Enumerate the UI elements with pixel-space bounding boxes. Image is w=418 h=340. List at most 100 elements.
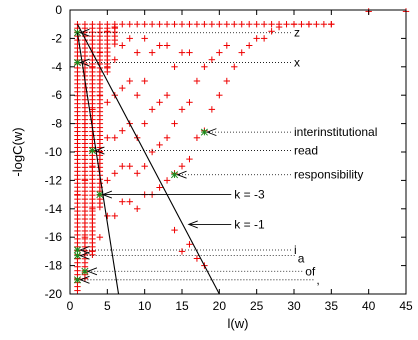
annotation: read	[94, 144, 318, 158]
data-point	[148, 106, 156, 113]
data-point	[104, 99, 111, 106]
data-point	[111, 170, 118, 177]
data-point	[260, 35, 268, 42]
data-point	[89, 106, 96, 113]
data-point	[201, 21, 208, 28]
data-point	[178, 21, 186, 28]
data-point	[320, 21, 328, 28]
data-point	[186, 49, 193, 56]
data-point	[201, 63, 208, 70]
data-point	[163, 134, 171, 141]
data-point	[81, 234, 89, 241]
data-point	[111, 56, 118, 63]
data-point	[178, 49, 186, 56]
data-point	[119, 42, 126, 49]
data-point	[141, 35, 148, 42]
data-point	[104, 63, 111, 70]
data-point	[178, 106, 186, 113]
highlight-point	[73, 276, 82, 284]
data-point	[313, 21, 320, 28]
data-point	[178, 163, 186, 170]
data-point	[238, 21, 245, 28]
x-tick-label: 0	[67, 299, 74, 313]
y-tick-label: -10	[45, 145, 63, 159]
data-point	[238, 49, 245, 56]
data-point	[119, 127, 126, 134]
data-point	[193, 77, 201, 85]
data-point	[208, 56, 216, 63]
x-axis-title: l(w)	[228, 316, 249, 331]
data-point	[253, 21, 260, 28]
data-point	[126, 21, 133, 28]
data-point	[231, 21, 238, 28]
x-tick-label: 5	[104, 299, 111, 313]
data-point	[231, 63, 238, 70]
data-point	[275, 23, 283, 31]
data-point	[246, 42, 253, 49]
y-tick-label: -8	[51, 117, 62, 131]
annotation: responsibility	[176, 168, 363, 182]
annotation: of	[86, 264, 316, 278]
data-point	[74, 287, 81, 294]
data-point	[156, 184, 163, 191]
x-tick-label: 25	[250, 299, 264, 313]
fit-line	[76, 23, 220, 295]
annotation: ,	[79, 273, 320, 287]
x-tick-label: 10	[138, 299, 152, 313]
data-point	[156, 141, 163, 149]
data-point	[126, 163, 133, 170]
data-point	[134, 49, 141, 56]
data-point	[126, 77, 133, 85]
data-point	[163, 177, 171, 184]
data-point	[216, 49, 223, 56]
data-point	[171, 21, 178, 28]
annotation: k = -3	[101, 188, 265, 202]
data-point	[81, 177, 89, 184]
data-point	[111, 23, 118, 31]
data-point	[104, 134, 111, 141]
data-point	[74, 191, 81, 198]
y-tick-label: -16	[45, 230, 63, 244]
annotation-label: x	[294, 56, 300, 70]
data-point	[171, 226, 178, 234]
data-point	[141, 21, 148, 28]
highlight-point	[73, 58, 82, 67]
data-point	[134, 92, 141, 99]
annotation: interinstitutional	[206, 125, 377, 139]
annotation-label: i	[294, 243, 297, 257]
data-point	[193, 21, 201, 28]
lines-layer	[76, 23, 220, 295]
data-point	[126, 198, 133, 205]
data-point	[89, 205, 96, 212]
data-point	[111, 134, 118, 141]
data-point	[141, 163, 148, 170]
data-point	[96, 234, 104, 241]
highlight-point	[96, 191, 104, 199]
data-point	[163, 92, 171, 99]
data-point	[216, 21, 223, 28]
data-point	[193, 134, 201, 141]
annotation: x	[79, 56, 300, 70]
data-point	[298, 21, 305, 28]
x-tick-label: 20	[213, 299, 227, 313]
data-point	[171, 63, 178, 70]
annotation: i	[79, 243, 297, 257]
points-layer	[73, 8, 410, 294]
data-point	[260, 21, 268, 28]
annotation-label: a	[298, 252, 305, 266]
data-point	[126, 35, 133, 42]
annotation: a	[79, 252, 305, 266]
data-point	[216, 92, 223, 99]
data-point	[253, 35, 260, 42]
data-point	[328, 21, 335, 28]
highlight-point	[170, 171, 179, 179]
data-point	[208, 21, 216, 28]
data-point	[141, 77, 148, 85]
data-point	[81, 120, 89, 127]
ticks-layer: 0 5 10 15 20 25 30 35 40 45 0 -2 -4 -6 -8 -10 -12 -14 -16 -…	[45, 3, 413, 313]
data-point	[134, 21, 141, 28]
data-point	[163, 21, 171, 28]
data-point	[171, 120, 178, 127]
data-point	[111, 212, 118, 220]
